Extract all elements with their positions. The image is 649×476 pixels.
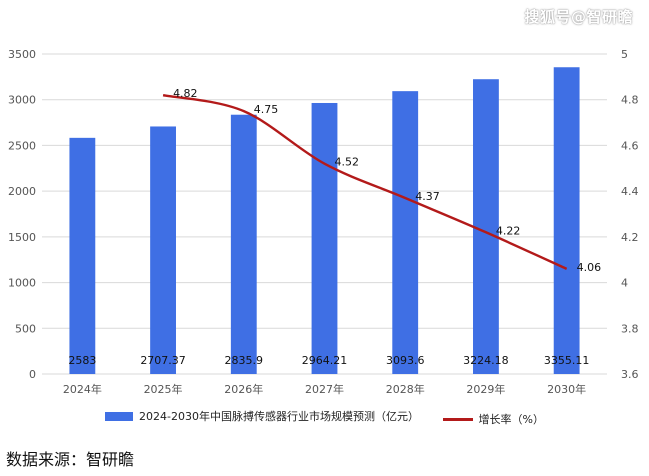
right-tick-label: 4 <box>621 277 628 290</box>
bar-value-label: 3355.11 <box>544 354 590 367</box>
x-tick-label: 2027年 <box>305 382 344 396</box>
bar-series <box>69 67 580 375</box>
left-tick-label: 0 <box>29 368 36 381</box>
data-source: 数据来源：智研瞻 <box>6 450 135 469</box>
line-series <box>162 93 568 270</box>
left-tick-label: 3000 <box>8 94 36 107</box>
bar <box>553 67 580 375</box>
right-tick-label: 3.8 <box>621 322 639 335</box>
x-tick-label: 2029年 <box>466 382 505 396</box>
legend: 2024-2030年中国脉搏传感器行业市场规模预测（亿元） 增长率（%） <box>0 408 649 427</box>
watermark: 搜狐号@智研瞻 <box>524 8 633 26</box>
left-tick-label: 2000 <box>8 185 36 198</box>
legend-item-line: 增长率（%） <box>442 411 544 427</box>
bar <box>473 79 499 374</box>
line-value-label: 4.22 <box>496 224 521 237</box>
left-tick-label: 3500 <box>8 48 36 61</box>
left-tick-label: 1500 <box>8 231 36 244</box>
bar <box>150 126 176 375</box>
left-axis: 0 500 1000 1500 2000 2500 3000 3500 <box>8 48 36 381</box>
x-tick-label: 2028年 <box>386 382 425 396</box>
line-value-label: 4.06 <box>577 261 602 274</box>
bar-data-labels: 2583 2707.37 2835.9 2964.21 3093.6 3224.18 335… <box>68 354 589 367</box>
line-value-label: 4.75 <box>254 103 278 116</box>
legend-line-swatch <box>442 417 473 421</box>
bar-value-label: 2835.9 <box>225 354 264 367</box>
left-tick-label: 500 <box>15 322 36 335</box>
right-tick-label: 4.6 <box>621 139 639 152</box>
legend-line-label: 增长率（%） <box>478 413 544 426</box>
line-value-label: 4.82 <box>173 87 198 100</box>
legend-bar-label: 2024-2030年中国脉搏传感器行业市场规模预测（亿元） <box>139 410 419 423</box>
x-tick-label: 2030年 <box>547 382 586 396</box>
x-tick-label: 2026年 <box>224 382 263 396</box>
right-tick-label: 4.4 <box>621 185 639 198</box>
x-tick-label: 2025年 <box>144 382 183 396</box>
left-tick-label: 2500 <box>8 139 36 152</box>
right-axis: 3.6 3.8 4 4.2 4.4 4.6 4.8 5 <box>621 48 639 381</box>
bar <box>230 114 257 374</box>
bar <box>392 91 419 375</box>
bar-value-label: 2964.21 <box>302 354 348 367</box>
right-tick-label: 5 <box>621 48 628 61</box>
bar <box>69 137 96 374</box>
growth-rate-line <box>162 93 568 270</box>
legend-item-bar: 2024-2030年中国脉搏传感器行业市场规模预测（亿元） <box>105 408 419 424</box>
x-axis: 2024年 2025年 2026年 2027年 2028年 2029年 2030年 <box>63 382 586 396</box>
line-value-label: 4.52 <box>335 156 360 169</box>
legend-bar-swatch <box>105 411 134 421</box>
bar-value-label: 3224.18 <box>463 354 509 367</box>
bar-value-label: 3093.6 <box>386 354 425 367</box>
bar <box>311 102 338 374</box>
right-tick-label: 3.6 <box>621 368 639 381</box>
line-data-labels: 4.82 4.75 4.52 4.37 4.22 4.06 <box>173 87 601 274</box>
right-tick-label: 4.2 <box>621 231 639 244</box>
bar-value-label: 2583 <box>68 354 96 367</box>
x-tick-label: 2024年 <box>63 382 102 396</box>
line-value-label: 4.37 <box>415 190 440 203</box>
left-tick-label: 1000 <box>8 277 36 290</box>
bar-value-label: 2707.37 <box>140 354 186 367</box>
right-tick-label: 4.8 <box>621 94 639 107</box>
